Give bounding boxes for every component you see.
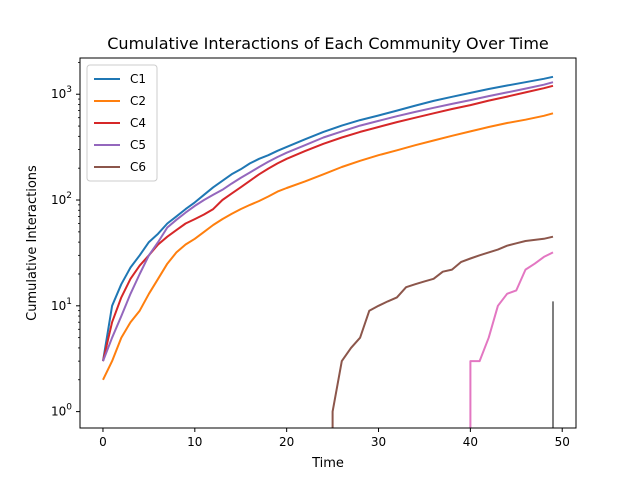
x-tick-label: 40 [463, 435, 478, 449]
plot-frame [79, 57, 577, 429]
y-tick-label: 101 [51, 297, 72, 313]
series-line-c5 [102, 81, 554, 362]
series-line-c6 [331, 235, 554, 428]
legend-label: C1 [130, 72, 146, 86]
legend-label: C5 [130, 138, 146, 152]
x-axis: 0 10 20 30 40 50 [99, 428, 570, 449]
legend-box [86, 64, 158, 182]
x-tick-label: 0 [99, 435, 107, 449]
x-tick-label: 10 [187, 435, 202, 449]
y-tick-label: 103 [51, 85, 72, 101]
series-layer [102, 75, 554, 428]
legend-label: C6 [130, 160, 146, 174]
x-tick-label: 50 [555, 435, 570, 449]
x-tick-label: 30 [371, 435, 386, 449]
y-tick-label: 102 [51, 191, 72, 207]
series-line-unlabeled-6 [469, 251, 554, 428]
y-axis-label: Cumulative Interactions [25, 165, 40, 321]
x-tick-label: 20 [279, 435, 294, 449]
legend: C1 C2 C4 C5 C6 [86, 64, 158, 182]
series-line-c1 [102, 75, 554, 362]
series-line-c4 [102, 84, 554, 362]
chart-title: Cumulative Interactions of Each Communit… [107, 34, 549, 53]
series-line-c2 [102, 112, 554, 381]
x-axis-label: Time [311, 456, 344, 471]
legend-label: C4 [130, 116, 146, 130]
y-tick-label: 100 [51, 403, 72, 419]
legend-label: C2 [130, 94, 146, 108]
y-axis: 100 101 102 103 [51, 61, 80, 419]
